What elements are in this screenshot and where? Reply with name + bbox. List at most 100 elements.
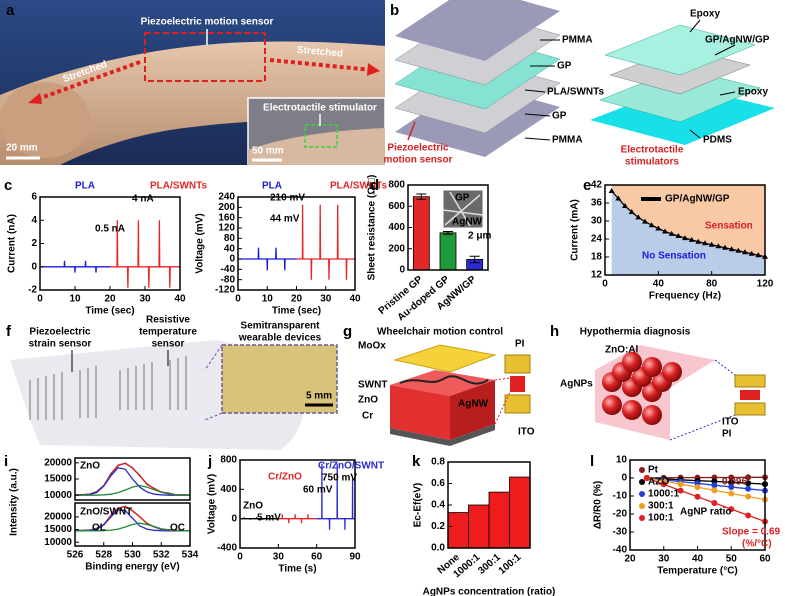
swnt (399, 375, 489, 385)
annotation: 210 mV (270, 193, 305, 204)
series-line (646, 477, 766, 523)
panel-letter: i (4, 453, 8, 470)
label: temperature (139, 327, 197, 338)
x-tick-label: 534 (182, 550, 199, 561)
x-tick-label: 40 (653, 279, 665, 290)
scale: 20 mm (6, 143, 38, 154)
x-tick-label: 0 (602, 279, 608, 290)
label: ITO (518, 427, 535, 438)
bar (509, 476, 531, 549)
x-tick-label: 10 (262, 294, 274, 305)
y-tick-label: 10 (616, 455, 628, 466)
panel-letter: g (343, 323, 352, 340)
y-tick-label: 4 (31, 215, 37, 226)
x-axis-label: Time (sec) (85, 306, 134, 317)
y-tick-label: 0 (399, 265, 405, 276)
panel-a: a Piezoelectric motion sensor Stretched … (0, 0, 386, 166)
x-tick-label: 10 (69, 294, 81, 305)
y-tick-label: -2 (28, 285, 37, 296)
y-tick-label: 400 (220, 484, 237, 495)
zoom-line (494, 391, 511, 425)
legend-label: Cr/ZnO (268, 472, 302, 483)
marker (745, 480, 752, 487)
y-axis-label: ΔR/R0 (%) (593, 481, 604, 529)
marker (622, 203, 628, 208)
x-axis-label: Frequency (Hz) (649, 291, 721, 302)
y-tick-label: 0.8 (431, 457, 445, 468)
y-tick-label: 0.0 (431, 543, 445, 554)
y-axis-label: Voltage (mV) (207, 474, 218, 534)
bar (412, 196, 430, 271)
x-tick-label: 0 (235, 294, 241, 305)
y-axis-label: Intensity (a.u.) (9, 468, 20, 536)
device (734, 374, 766, 388)
annotation: 44 mV (270, 214, 300, 225)
y-tick-label: 20000 (44, 457, 72, 468)
fist (0, 82, 90, 158)
label: AgNPs (560, 379, 593, 390)
zoom-line (494, 377, 511, 381)
y-tick-label: 240 (218, 192, 235, 203)
label: wearable devices (238, 333, 322, 344)
y-axis-label: Sheet resistance (Ω/□) (367, 175, 378, 281)
annotation: 750 mV (322, 473, 357, 484)
y-tick-label: 2 (31, 238, 37, 249)
arrow-head (367, 63, 380, 76)
marker (662, 228, 668, 234)
y-tick-label: -40 (613, 545, 628, 556)
layer-label: GP/AgNW/GP (705, 35, 770, 46)
panel-letter: e (583, 177, 591, 194)
marker (728, 506, 735, 513)
y-tick-label: 200 (388, 243, 405, 254)
series-line (110, 220, 180, 288)
series-line (238, 247, 297, 271)
panel-letter: a (6, 2, 15, 19)
arrow-head (28, 93, 42, 104)
device (504, 394, 531, 414)
annotation: 2 μm (468, 231, 491, 242)
series-line (316, 463, 355, 530)
label: sensor (152, 339, 185, 350)
annotation: 0.5 nA (95, 224, 125, 235)
label: ITO (722, 417, 739, 428)
marker (748, 250, 755, 256)
annotation: 4 nA (132, 194, 154, 205)
legend-label: 1000:1 (648, 489, 680, 500)
label: Stretched (297, 45, 344, 60)
scale: 5 mm (306, 391, 332, 402)
top-face (390, 370, 495, 396)
x-tick-label: 0 (37, 294, 43, 305)
x-tick-label: 90 (349, 552, 361, 563)
strain-sensors (29, 356, 187, 420)
series-line (278, 514, 317, 524)
x-tick-label: 30 (273, 552, 285, 563)
chart-title: ZnO/SWNT (80, 507, 132, 518)
label: SWNT (358, 380, 387, 391)
annotation: 0.096 (722, 477, 747, 488)
epoxy (604, 24, 756, 76)
marker (708, 241, 715, 247)
sensor-box (144, 32, 266, 82)
legend-swatch (639, 491, 645, 497)
marker (694, 493, 701, 500)
x-tick-label: 300:1 (476, 552, 503, 577)
panel-b: b PMMA GP PLA/SWNTs GP PMMA Piezoelectri… (384, 0, 775, 168)
y-tick-label: -120 (215, 285, 235, 296)
legend-label: PLA (75, 181, 95, 192)
y-tick-label: 0 (231, 513, 237, 524)
y-tick-label: 600 (388, 201, 405, 212)
layer-label: PDMS (703, 135, 732, 146)
marker (745, 474, 752, 481)
series-line (74, 466, 190, 496)
y-tick-label: 15000 (44, 524, 72, 535)
y-tick-label: -40 (221, 264, 236, 275)
marker (745, 512, 752, 519)
marker (722, 244, 728, 250)
marker (728, 479, 735, 486)
x-tick-label: 50 (726, 554, 738, 565)
x-tick-label: 30 (320, 294, 332, 305)
annotation: Slope = 0.69 (722, 527, 781, 538)
x-tick-label: 60 (759, 554, 771, 565)
marker (715, 243, 722, 249)
y-tick-label: 800 (388, 180, 405, 191)
